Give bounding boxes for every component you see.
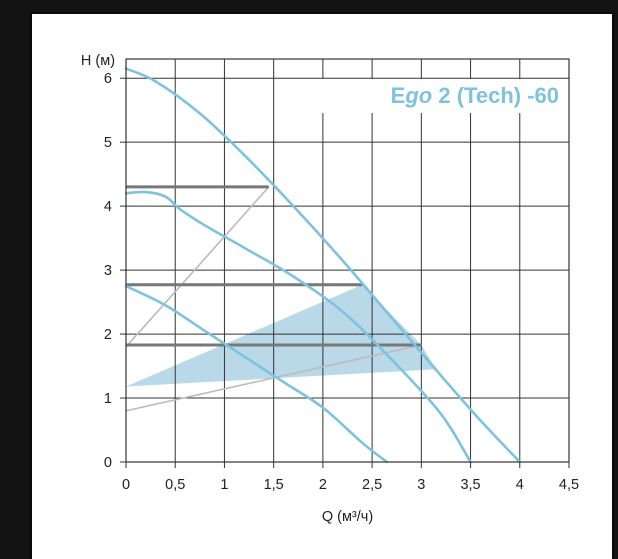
x-tick-label: 1 (220, 477, 228, 493)
chart-title: Ego 2 (Tech) -60 (391, 83, 559, 108)
x-tick-label: 2 (319, 477, 327, 493)
chart-title-prefix: E (391, 83, 406, 108)
y-axis-label: H (м) (81, 53, 115, 69)
operating-area (126, 284, 437, 387)
x-tick-label: 0,5 (165, 477, 185, 493)
y-tick-label: 6 (104, 71, 112, 87)
pump-curve (124, 190, 472, 464)
guide-line (125, 186, 270, 348)
pump-curve (124, 67, 522, 464)
x-tick-label: 2,5 (362, 477, 382, 493)
x-tick-label: 4 (516, 477, 524, 493)
y-tick-label: 0 (104, 455, 112, 471)
x-tick-label: 4,5 (559, 477, 579, 493)
pump-curve (124, 284, 389, 464)
x-axis-label: Q (м³/ч) (322, 509, 373, 525)
chart-title-suffix: 2 (Tech) -60 (432, 83, 559, 108)
y-tick-label: 3 (104, 263, 112, 279)
plot-border (125, 58, 570, 463)
y-tick-label: 2 (104, 327, 112, 343)
pump-curve-chart: 0 0,5 1 1,5 2 2,5 3 3,5 4 4,5 0 1 2 3 4 5 6 Ego 2 (Tech)… (81, 53, 579, 525)
y-tick-label: 4 (104, 199, 112, 215)
y-tick-label: 5 (104, 135, 112, 151)
y-tick-label: 1 (104, 391, 112, 407)
guide-line (125, 344, 422, 412)
x-tick-label: 3,5 (460, 477, 480, 493)
x-tick-label: 3 (417, 477, 425, 493)
x-tick-label: 0 (122, 477, 130, 493)
title-background (319, 79, 567, 113)
chart-panel: 0 0,5 1 1,5 2 2,5 3 3,5 4 4,5 0 1 2 3 4 5 6 Ego 2 (Tech)… (32, 14, 612, 559)
chart-title-italic: go (404, 83, 432, 108)
x-tick-label: 1,5 (264, 477, 284, 493)
